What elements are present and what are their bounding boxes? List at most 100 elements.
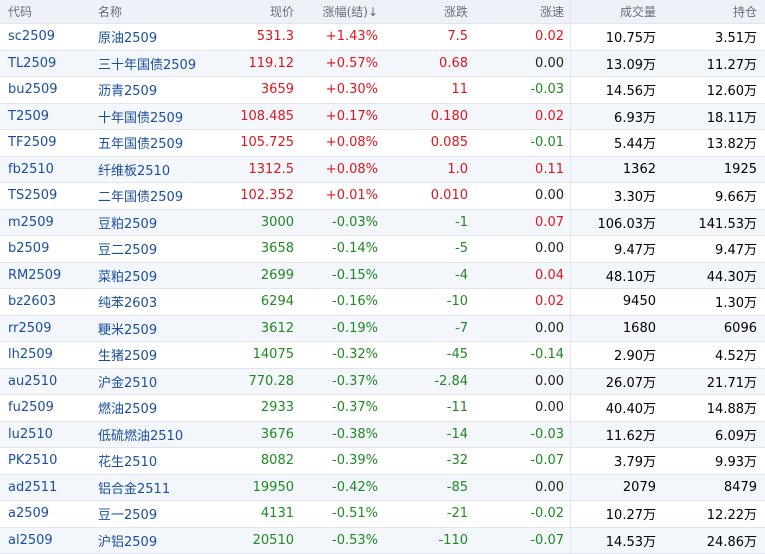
open-interest-cell: 8479 (662, 475, 765, 501)
contract-code[interactable]: sc2509 (8, 24, 88, 50)
contract-name[interactable]: 沥青2509 (98, 77, 228, 103)
contract-code[interactable]: lu2510 (8, 422, 88, 448)
contract-name[interactable]: 粳米2509 (98, 316, 228, 342)
contract-code[interactable]: TF2509 (8, 130, 88, 156)
change-pct-cell: +0.08% (300, 130, 390, 156)
contract-code[interactable]: fb2510 (8, 157, 88, 183)
contract-code[interactable]: TL2509 (8, 51, 88, 77)
contract-name[interactable]: 原油2509 (98, 24, 228, 50)
contract-code[interactable]: TS2509 (8, 183, 88, 209)
header-volume[interactable]: 成交量 (570, 0, 662, 23)
change-cell: 0.085 (390, 130, 480, 156)
change-cell: 0.010 (390, 183, 480, 209)
contract-code[interactable]: rr2509 (8, 316, 88, 342)
open-interest-cell: 4.52万 (662, 342, 765, 368)
contract-name[interactable]: 菜粕2509 (98, 263, 228, 289)
contract-code[interactable]: bz2603 (8, 289, 88, 315)
price-cell: 4131 (230, 501, 310, 527)
open-interest-cell: 9.66万 (662, 183, 765, 209)
contract-code[interactable]: au2510 (8, 369, 88, 395)
change-cell: 0.68 (390, 51, 480, 77)
change-pct-cell: +0.01% (300, 183, 390, 209)
contract-name[interactable]: 低硫燃油2510 (98, 422, 228, 448)
contract-name[interactable]: 三十年国债2509 (98, 51, 228, 77)
speed-cell: 0.00 (480, 369, 570, 395)
open-interest-cell: 1925 (662, 157, 765, 183)
speed-cell: 0.00 (480, 51, 570, 77)
contract-code[interactable]: al2509 (8, 528, 88, 554)
contract-code[interactable]: RM2509 (8, 263, 88, 289)
contract-name[interactable]: 花生2510 (98, 448, 228, 474)
speed-cell: 0.00 (480, 316, 570, 342)
header-price[interactable]: 现价 (230, 0, 310, 23)
volume-cell: 6.93万 (570, 104, 662, 130)
open-interest-cell: 18.11万 (662, 104, 765, 130)
volume-cell: 14.53万 (570, 528, 662, 554)
speed-cell: 0.02 (480, 104, 570, 130)
contract-name[interactable]: 纯苯2603 (98, 289, 228, 315)
contract-code[interactable]: lh2509 (8, 342, 88, 368)
contract-name[interactable]: 燃油2509 (98, 395, 228, 421)
speed-cell: 0.07 (480, 210, 570, 236)
price-cell: 1312.5 (230, 157, 310, 183)
contract-code[interactable]: T2509 (8, 104, 88, 130)
volume-cell: 1362 (570, 157, 662, 183)
contract-name[interactable]: 沪金2510 (98, 369, 228, 395)
contract-name[interactable]: 生猪2509 (98, 342, 228, 368)
header-name[interactable]: 名称 (98, 0, 228, 23)
contract-code[interactable]: m2509 (8, 210, 88, 236)
change-pct-cell: +0.08% (300, 157, 390, 183)
header-code[interactable]: 代码 (8, 0, 88, 23)
header-speed[interactable]: 涨速 (480, 0, 570, 23)
volume-cell: 48.10万 (570, 263, 662, 289)
contract-name[interactable]: 十年国债2509 (98, 104, 228, 130)
header-open-interest[interactable]: 持仓 (662, 0, 765, 23)
change-pct-cell: -0.16% (300, 289, 390, 315)
contract-name[interactable]: 豆一2509 (98, 501, 228, 527)
header-change-pct-sorted[interactable]: 涨幅(结)↓ (300, 0, 390, 23)
contract-name[interactable]: 五年国债2509 (98, 130, 228, 156)
contract-code[interactable]: fu2509 (8, 395, 88, 421)
contract-name[interactable]: 沪铝2509 (98, 528, 228, 554)
change-pct-cell: -0.39% (300, 448, 390, 474)
contract-name[interactable]: 豆二2509 (98, 236, 228, 262)
contract-name[interactable]: 铝合金2511 (98, 475, 228, 501)
contract-code[interactable]: b2509 (8, 236, 88, 262)
change-cell: -21 (390, 501, 480, 527)
header-change[interactable]: 涨跌 (390, 0, 480, 23)
change-pct-cell: -0.51% (300, 501, 390, 527)
change-pct-cell: -0.42% (300, 475, 390, 501)
contract-code[interactable]: a2509 (8, 501, 88, 527)
contract-name[interactable]: 豆粕2509 (98, 210, 228, 236)
volume-cell: 2079 (570, 475, 662, 501)
change-pct-cell: -0.38% (300, 422, 390, 448)
contract-code[interactable]: ad2511 (8, 475, 88, 501)
contract-name[interactable]: 纤维板2510 (98, 157, 228, 183)
contract-code[interactable]: PK2510 (8, 448, 88, 474)
price-cell: 20510 (230, 528, 310, 554)
speed-cell: -0.07 (480, 528, 570, 554)
change-cell: -1 (390, 210, 480, 236)
contract-code[interactable]: bu2509 (8, 77, 88, 103)
contract-name[interactable]: 二年国债2509 (98, 183, 228, 209)
